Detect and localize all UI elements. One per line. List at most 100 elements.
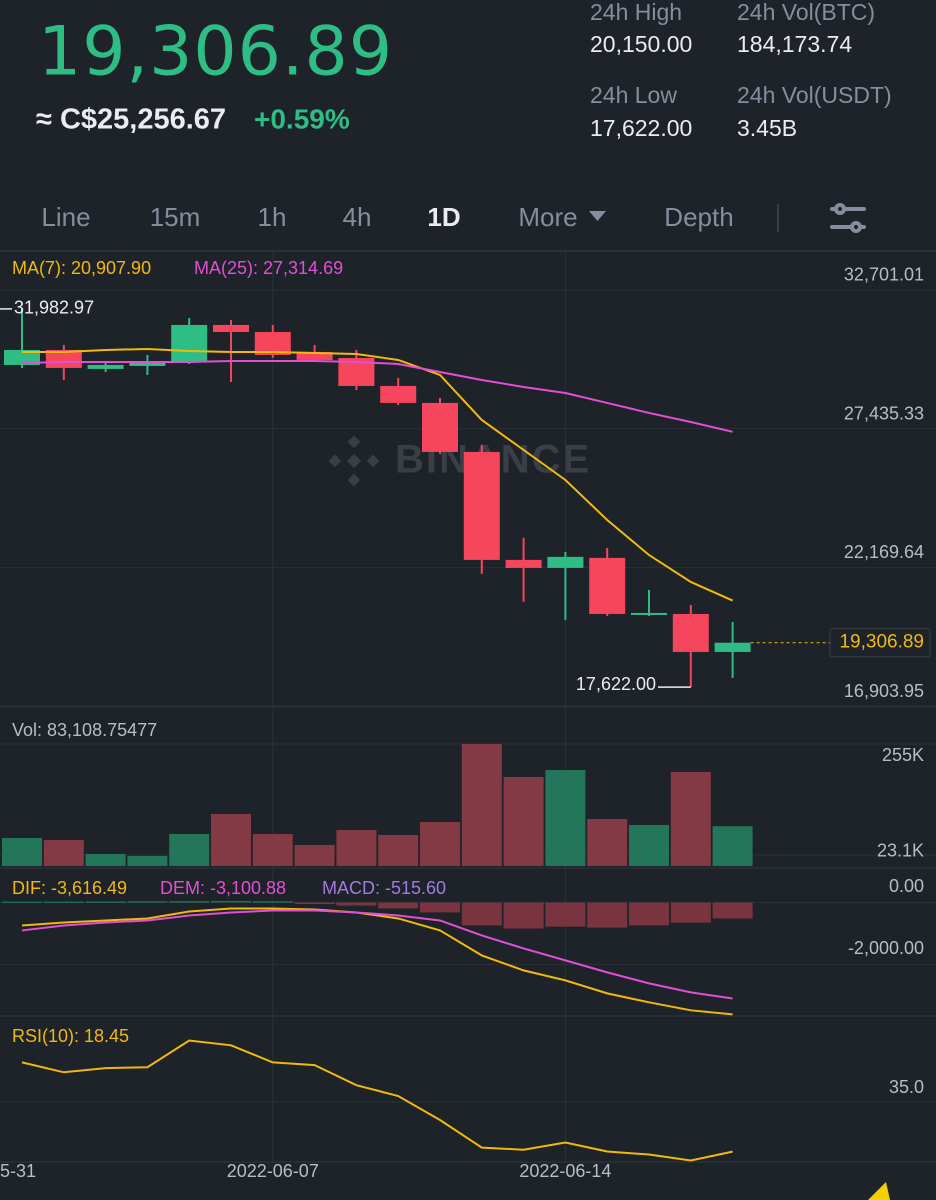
volume-bar	[420, 822, 460, 866]
logo-part	[346, 453, 362, 469]
volume-bar	[169, 834, 210, 866]
volume-label: Vol: 83,108.75477	[12, 720, 157, 740]
candle-body	[672, 613, 709, 652]
y-tick-label: 0.00	[889, 876, 924, 896]
volume-bar	[43, 840, 84, 866]
caret-icon	[589, 211, 606, 221]
legend-entry: MACD: -515.60	[322, 878, 446, 898]
last-price: 19,306.89	[38, 13, 393, 92]
candle-body	[87, 364, 124, 369]
macd-bar	[2, 901, 42, 904]
macd-bar	[712, 902, 753, 919]
last-price-tag	[829, 628, 931, 658]
candle-body	[631, 612, 667, 615]
macd-bar	[587, 902, 628, 928]
tab[interactable]: 1h	[258, 202, 287, 232]
tab-active[interactable]: 1D	[427, 202, 460, 232]
stat-value: 20,150.00	[590, 31, 692, 57]
max-label: 31,982.97	[14, 298, 94, 318]
y-tick-label: 22,169.64	[844, 542, 924, 562]
macd-bar	[670, 902, 711, 923]
y-tick-label: 255K	[882, 745, 924, 765]
tab[interactable]: More	[518, 202, 577, 232]
candle-body	[296, 351, 333, 360]
tab[interactable]: 15m	[150, 202, 201, 232]
line-series	[22, 347, 734, 602]
candle-body	[714, 642, 751, 652]
candle-body	[129, 361, 166, 366]
watermark-logo	[328, 435, 380, 487]
volume-bar	[211, 814, 251, 866]
volume-bar	[2, 838, 42, 866]
y-tick-label: 16,903.95	[844, 681, 924, 701]
last-price-label: 19,306.89	[839, 632, 924, 653]
x-tick-label: 2022-06-14	[519, 1161, 611, 1181]
stat-value: 17,622.00	[590, 115, 692, 141]
volume-bar	[294, 845, 335, 866]
macd-bar	[378, 902, 419, 909]
candle-body	[4, 349, 40, 365]
candle-body	[213, 324, 249, 332]
logo-part	[328, 454, 342, 468]
candle-body	[45, 349, 82, 368]
macd-bar	[85, 901, 126, 903]
icon-knob	[850, 221, 862, 233]
stat-value: 3.45B	[737, 115, 797, 141]
line-series	[21, 909, 733, 1000]
macd-bar	[461, 902, 502, 926]
line-series	[21, 359, 733, 433]
macd-bar	[503, 902, 544, 929]
macd-bar	[545, 902, 586, 927]
plot: 5-31 2022-06-07 2022-06-14 32,701.01 27,435.…	[0, 253, 936, 1181]
min-label: 17,622.00	[576, 674, 656, 694]
legend-entry: DIF: -3,616.49	[12, 878, 127, 898]
macd-bar	[420, 902, 460, 913]
x-tick-label: 5-31	[0, 1161, 36, 1181]
settings-icon[interactable]	[830, 203, 866, 233]
candle-body	[547, 556, 584, 568]
candle-body	[422, 402, 458, 452]
legend-entry: DEM: -3,100.88	[160, 878, 286, 898]
line-series	[21, 907, 733, 1016]
y-tick-label: 35.0	[889, 1077, 924, 1097]
tab[interactable]: Line	[41, 202, 90, 232]
volume-bar	[336, 830, 377, 866]
logo-part	[347, 473, 361, 487]
logo-part	[347, 435, 361, 449]
volume-bar	[629, 825, 669, 866]
tab[interactable]: Depth	[664, 202, 733, 232]
fiat-price: ≈ C$25,256.67	[36, 104, 226, 136]
y-tick-label: -2,000.00	[848, 938, 924, 958]
macd-bar	[211, 900, 251, 903]
candle-body	[463, 451, 500, 560]
price-change: +0.59%	[254, 103, 350, 134]
volume-bar	[712, 826, 753, 866]
logo-part	[366, 454, 380, 468]
y-tick-label: 23.1K	[877, 841, 924, 861]
macd-bar	[252, 901, 293, 903]
y-tick-label: 32,701.01	[844, 265, 924, 285]
x-tick-label: 2022-06-07	[227, 1161, 319, 1181]
stat-label: 24h Low	[590, 82, 677, 108]
volume-bar	[670, 772, 711, 866]
stat-label: 24h Vol(BTC)	[737, 0, 875, 25]
legend-entry: MA(25): 27,314.69	[194, 258, 343, 278]
candle-body	[171, 324, 208, 362]
macd-bar	[629, 902, 669, 926]
volume-bar	[378, 835, 419, 866]
macd-bar	[294, 902, 335, 904]
stat-label: 24h High	[590, 0, 682, 25]
macd-bar	[43, 901, 84, 904]
legend-entry: MA(7): 20,907.90	[12, 258, 151, 278]
volume-bar	[545, 770, 586, 866]
volume-bar	[252, 834, 293, 866]
candle-body	[380, 385, 417, 403]
candle-body	[589, 557, 626, 614]
corner-handle	[868, 1182, 890, 1200]
icon-knob	[834, 203, 846, 215]
tab[interactable]: 4h	[343, 202, 372, 232]
line-series	[21, 1039, 733, 1162]
macd-bar	[127, 901, 168, 903]
